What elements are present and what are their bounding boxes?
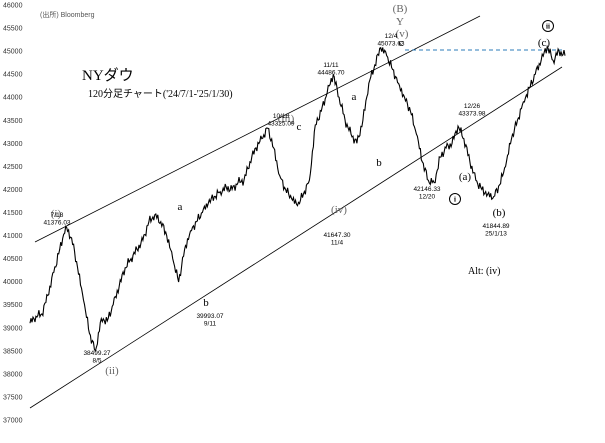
source-label: (出所) Bloomberg	[40, 10, 95, 19]
price-line	[29, 44, 566, 353]
wave-label: (v)	[396, 28, 409, 40]
annotation-date-line: 38499.27	[83, 350, 110, 357]
annotation-value-line: 11/4	[331, 240, 344, 247]
wave-label: (ii)	[105, 365, 119, 377]
upper-channel-line	[34, 15, 481, 243]
annotation-date-line: 7/18	[51, 212, 64, 219]
annotation-date-line: 39993.07	[196, 313, 223, 320]
y-tick-label: 40500	[3, 256, 23, 263]
wave-label: a	[352, 91, 357, 103]
wave-label: a	[178, 201, 183, 213]
circle-numeral: ii	[546, 23, 550, 31]
wave-label: c	[399, 37, 404, 49]
wave-circle-marker: i	[449, 193, 461, 205]
wave-circle-marker: ii	[542, 20, 554, 32]
y-tick-label: 44000	[3, 95, 23, 102]
wave-label: c	[297, 121, 302, 133]
annotation-date-line: 11/11	[323, 62, 339, 69]
y-tick-label: 38000	[3, 371, 23, 378]
annotation-value-line: 43325.09	[267, 121, 294, 128]
y-tick-label: 37000	[3, 418, 23, 425]
y-tick-label: 42000	[3, 187, 23, 194]
annotation-date-line: 42146.33	[413, 186, 440, 193]
trend-channel	[29, 15, 563, 409]
wave-label: Y	[396, 16, 404, 28]
annotation-date-line: 12/4	[385, 33, 398, 40]
circle-outline	[449, 193, 461, 205]
y-tick-label: 41000	[3, 233, 23, 240]
annotation-value-line: 25/1/13	[485, 231, 507, 238]
circle-outline	[542, 20, 554, 32]
annotation-value-line: 45073.63	[377, 41, 404, 48]
y-tick-label: 41500	[3, 210, 23, 217]
wave-label: (B)	[393, 3, 408, 15]
annotation-value-line: 8/5	[92, 358, 101, 365]
annotation-date-line: 10/18	[273, 113, 290, 120]
wave-label: b	[203, 297, 209, 309]
y-axis: 37000 37500 38000 38500 39000 39500 40000 40500…	[3, 3, 23, 425]
y-tick-label: 39500	[3, 302, 23, 309]
lower-channel-line	[29, 66, 563, 409]
wave-labels: (i)(ii)abc(iii)(iv)ab(B)Y(v)c(a)(b)(c)ii…	[51, 3, 554, 377]
chart-text: (出所) Bloomberg NYダウ 120分足チャート('24/7/1-'2…	[40, 10, 501, 277]
wave-label: (iii)	[278, 113, 295, 125]
wave-label: (i)	[51, 208, 62, 220]
chart-title: NYダウ	[82, 67, 134, 84]
annotation-value-line: 41376.03	[43, 220, 70, 227]
annotation-value-line: 43373.98	[458, 111, 485, 118]
y-tick-label: 40000	[3, 279, 23, 286]
wave-label: b	[376, 157, 382, 169]
y-tick-label: 38500	[3, 348, 23, 355]
annotation-value-line: 44486.70	[317, 70, 344, 77]
y-tick-label: 43500	[3, 118, 23, 125]
y-tick-label: 45000	[3, 49, 23, 56]
wave-label: (a)	[459, 171, 472, 183]
y-tick-label: 42500	[3, 164, 23, 171]
annotation-date-line: 12/26	[464, 103, 481, 110]
annotation-value-line: 12/20	[419, 194, 436, 201]
wave-label: (b)	[493, 207, 506, 219]
wave-label: (c)	[538, 37, 551, 49]
y-tick-label: 45500	[3, 26, 23, 33]
wave-label: (iv)	[331, 204, 347, 216]
y-tick-label: 44500	[3, 72, 23, 79]
price-series	[29, 44, 566, 353]
annotation-value-line: 9/11	[204, 321, 217, 328]
y-tick-label: 39000	[3, 325, 23, 332]
y-tick-label: 37500	[3, 394, 23, 401]
annotation-date-line: 41647.30	[323, 232, 350, 239]
annotation-date-line: 41844.89	[482, 223, 509, 230]
circle-numeral: i	[454, 196, 456, 204]
y-tick-label: 43000	[3, 141, 23, 148]
y-tick-label: 46000	[3, 3, 23, 10]
alt-label: Alt: (iv)	[468, 266, 501, 277]
chart-subtitle: 120分足チャート('24/7/1-'25/1/30)	[88, 88, 233, 100]
